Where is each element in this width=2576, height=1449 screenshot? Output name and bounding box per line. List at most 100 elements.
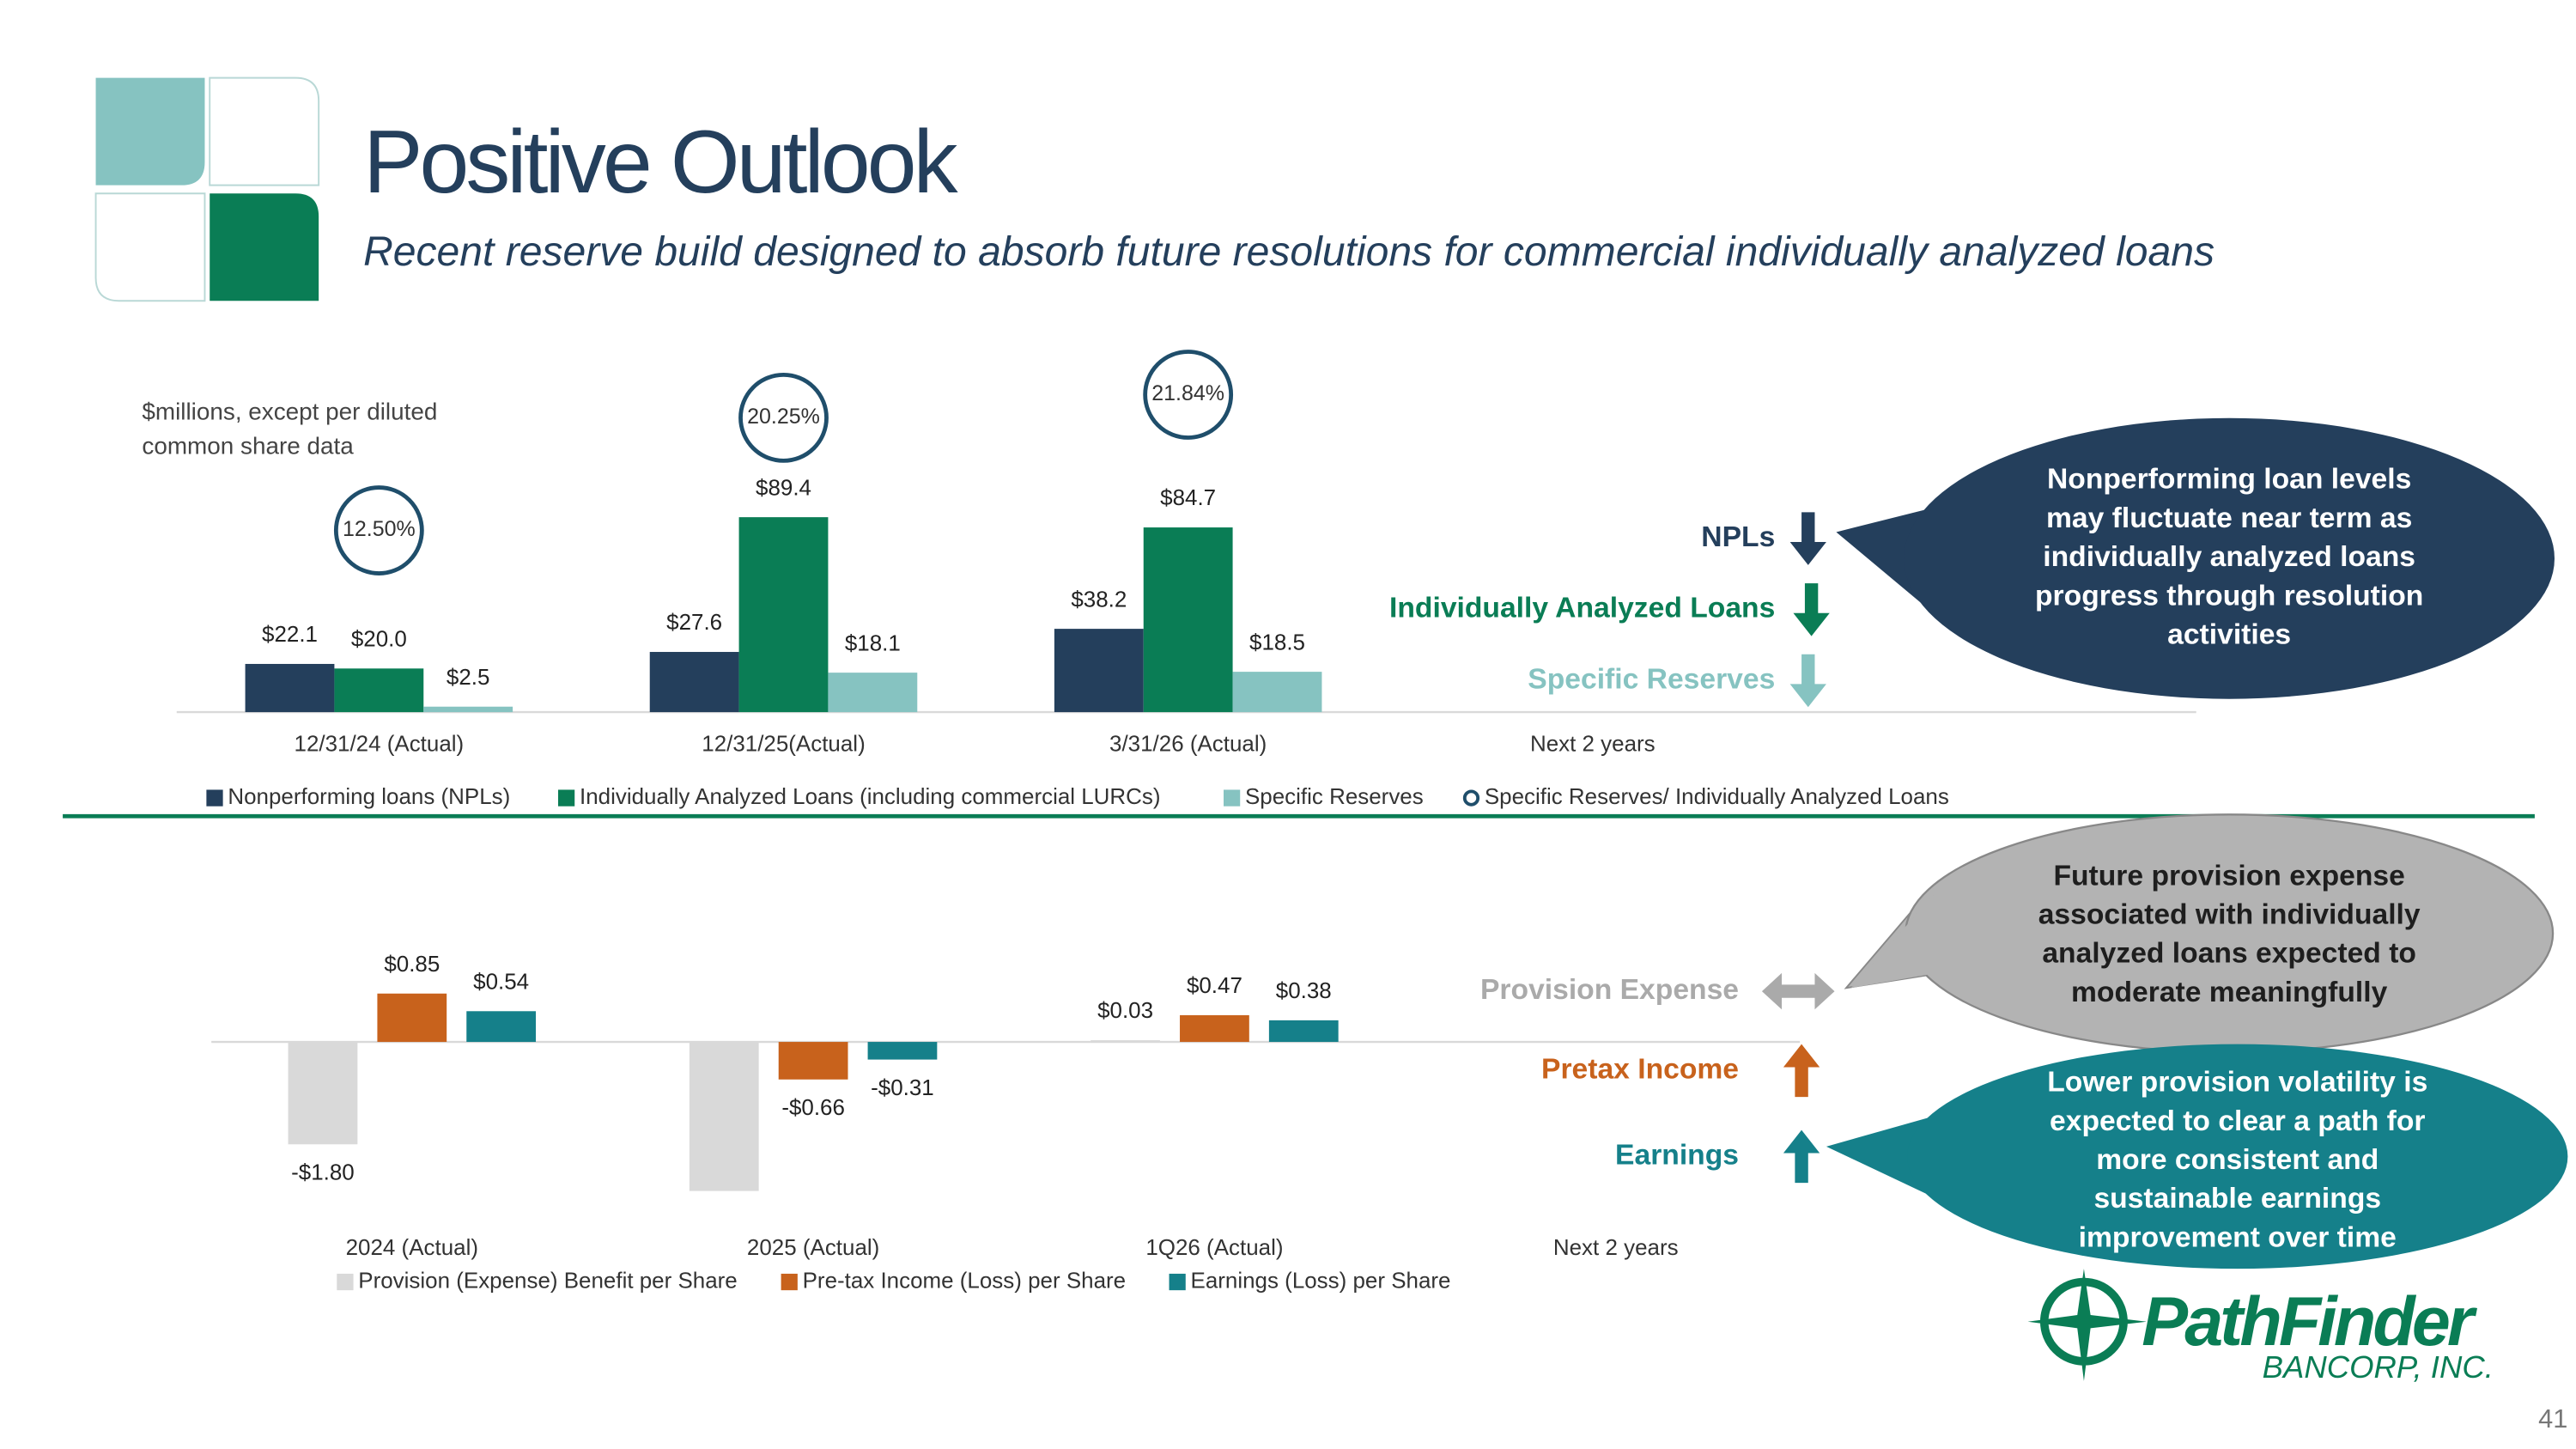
bar bbox=[1232, 672, 1322, 713]
data-label: $0.85 bbox=[384, 951, 440, 977]
callout-pointer bbox=[1836, 509, 1927, 608]
data-label: $27.6 bbox=[666, 609, 722, 635]
legend-label: Pre-tax Income (Loss) per Share bbox=[803, 1267, 1126, 1293]
callout-text: associated with individually bbox=[2038, 898, 2421, 930]
bar bbox=[288, 1042, 358, 1145]
category-label: 12/31/25(Actual) bbox=[702, 730, 865, 756]
callout-bubble bbox=[1904, 417, 2555, 699]
bar bbox=[334, 668, 424, 713]
indicator-label: Earnings bbox=[1615, 1139, 1739, 1171]
category-label: 3/31/26 (Actual) bbox=[1109, 730, 1267, 756]
bar bbox=[1091, 1040, 1160, 1043]
callout-text: individually analyzed loans bbox=[2043, 541, 2415, 573]
callout-pointer bbox=[1826, 1117, 1931, 1196]
tile bbox=[94, 192, 206, 302]
category-label: 2024 (Actual) bbox=[346, 1234, 478, 1260]
data-label: $18.1 bbox=[845, 630, 901, 655]
legend-symbol bbox=[337, 1273, 354, 1291]
bar bbox=[828, 673, 918, 713]
logo-subtitle: BANCORP, INC. bbox=[2263, 1349, 2494, 1385]
bar bbox=[1143, 527, 1233, 713]
category-label: 12/31/24 (Actual) bbox=[295, 730, 465, 756]
data-label: $0.54 bbox=[473, 968, 529, 994]
category-label: 2025 (Actual) bbox=[747, 1234, 879, 1260]
data-label: -$0.31 bbox=[871, 1075, 934, 1100]
bar bbox=[867, 1042, 938, 1060]
bar bbox=[1180, 1014, 1249, 1043]
indicator-arrow bbox=[1789, 654, 1826, 708]
indicator-arrow bbox=[1793, 583, 1830, 636]
callout-bubble bbox=[1905, 813, 2555, 1054]
callout-text: Nonperforming loan levels bbox=[2047, 464, 2411, 496]
bar bbox=[245, 663, 335, 713]
data-label: $20.0 bbox=[351, 625, 407, 651]
indicator-arrow bbox=[1761, 972, 1835, 1010]
callout-text: more consistent and bbox=[2096, 1144, 2379, 1176]
legend-label: Specific Reserves bbox=[1245, 783, 1424, 809]
callout-text: Future provision expense bbox=[2053, 860, 2404, 892]
logo-name: PathFinder bbox=[2142, 1283, 2478, 1361]
indicator-arrow bbox=[1783, 1044, 1820, 1098]
category-label: 1Q26 (Actual) bbox=[1145, 1234, 1283, 1260]
bar bbox=[689, 1042, 759, 1191]
bar bbox=[377, 993, 447, 1043]
bar bbox=[466, 1011, 537, 1043]
title: Positive Outlook bbox=[363, 113, 959, 212]
data-label: $2.5 bbox=[447, 664, 490, 690]
ratio-marker bbox=[1143, 350, 1234, 440]
callout-text: Lower provision volatility is bbox=[2047, 1067, 2427, 1099]
bar bbox=[738, 517, 829, 713]
tile bbox=[210, 193, 319, 301]
ratio-label: 21.84% bbox=[1151, 381, 1224, 405]
ratio-marker bbox=[333, 485, 424, 575]
logo: PathFinder BANCORP, INC. bbox=[2027, 1269, 2494, 1385]
legend-label: Provision (Expense) Benefit per Share bbox=[358, 1267, 737, 1293]
callout-text: sustainable earnings bbox=[2093, 1183, 2381, 1215]
subtitle: Recent reserve build designed to absorb … bbox=[363, 228, 2215, 275]
category-label: Next 2 years bbox=[1530, 730, 1656, 756]
tile bbox=[95, 77, 205, 186]
legend-symbol bbox=[1169, 1273, 1186, 1291]
legend-symbol bbox=[558, 789, 575, 807]
indicator-label: Specific Reserves bbox=[1528, 663, 1775, 695]
legend-symbol bbox=[1462, 789, 1480, 807]
callout-bubble bbox=[1907, 1044, 2568, 1269]
legend-label: Specific Reserves/ Individually Analyzed… bbox=[1485, 783, 1949, 809]
ratio-label: 12.50% bbox=[343, 517, 416, 541]
legend-symbol bbox=[206, 789, 223, 807]
logo-mark bbox=[2027, 1269, 2147, 1381]
bar bbox=[1268, 1020, 1339, 1043]
callout-text: moderate meaningfully bbox=[2071, 977, 2388, 1008]
tile bbox=[209, 76, 320, 186]
page-number: 41 bbox=[2538, 1403, 2567, 1434]
indicator-arrow bbox=[1783, 1129, 1820, 1184]
legend-label: Individually Analyzed Loans (including c… bbox=[580, 783, 1161, 809]
data-label: $0.03 bbox=[1097, 997, 1153, 1023]
indicator-arrow bbox=[1789, 512, 1826, 565]
indicator-label: Provision Expense bbox=[1480, 974, 1739, 1006]
data-label: $38.2 bbox=[1071, 586, 1127, 612]
callout-text: may fluctuate near term as bbox=[2046, 502, 2412, 534]
callout: Nonperforming loan levels may fluctuate n… bbox=[1836, 417, 2555, 699]
callout-text: analyzed loans expected to bbox=[2042, 938, 2416, 970]
legend-label: Earnings (Loss) per Share bbox=[1191, 1267, 1451, 1293]
annotation: $millions, except per diluted bbox=[142, 398, 437, 424]
data-label: $18.5 bbox=[1249, 629, 1305, 654]
data-label: $0.38 bbox=[1276, 977, 1332, 1003]
brand-tiles bbox=[94, 76, 320, 302]
data-label: $22.1 bbox=[262, 621, 318, 647]
indicator-label: Pretax Income bbox=[1541, 1053, 1739, 1085]
data-label: $0.47 bbox=[1187, 972, 1242, 998]
legend-symbol bbox=[1224, 789, 1241, 807]
callout-text: improvement over time bbox=[2079, 1221, 2397, 1253]
bar bbox=[649, 652, 739, 713]
callout-text: progress through resolution bbox=[2035, 580, 2423, 612]
data-label: $89.4 bbox=[756, 474, 811, 500]
ratio-label: 20.25% bbox=[747, 405, 820, 429]
legend-symbol bbox=[781, 1273, 798, 1291]
category-label: Next 2 years bbox=[1553, 1234, 1679, 1260]
data-label: -$0.66 bbox=[781, 1094, 845, 1120]
annotation: common share data bbox=[142, 433, 354, 460]
callout: Future provision expense associated with … bbox=[1844, 813, 2555, 1054]
